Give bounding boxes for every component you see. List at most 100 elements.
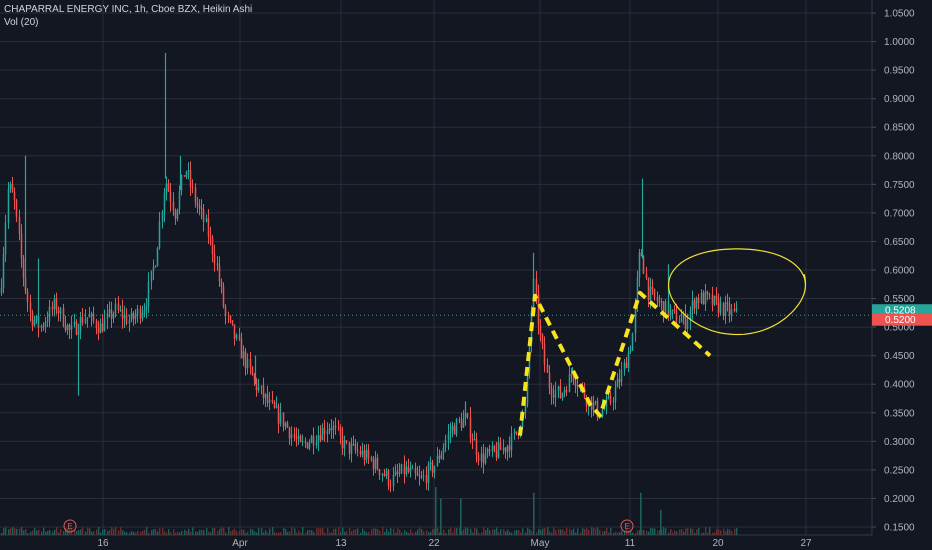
candle-body bbox=[711, 294, 714, 305]
volume-bar bbox=[463, 529, 465, 535]
candle-body bbox=[207, 218, 210, 237]
candle-body bbox=[700, 292, 703, 303]
candle-body bbox=[541, 334, 544, 345]
volume-bar bbox=[654, 528, 656, 535]
candle-body bbox=[557, 386, 560, 391]
volume-bar bbox=[503, 529, 505, 535]
earnings-event-label[interactable]: E bbox=[624, 522, 629, 531]
candle-body bbox=[618, 378, 621, 383]
candle-body bbox=[343, 440, 346, 449]
volume-bar bbox=[38, 529, 40, 535]
candle-body bbox=[251, 367, 254, 376]
volume-bar bbox=[228, 527, 230, 535]
y-tick-label: 0.1500 bbox=[884, 523, 915, 534]
candle-body bbox=[293, 434, 296, 438]
candle-body bbox=[18, 216, 21, 234]
volume-spike bbox=[440, 498, 442, 535]
volume-bar bbox=[547, 527, 549, 535]
volume-bar bbox=[199, 529, 201, 535]
candle-body bbox=[44, 322, 47, 327]
candle-body bbox=[20, 233, 23, 259]
candle-body bbox=[568, 374, 571, 392]
volume-bar bbox=[551, 532, 553, 535]
candle-body bbox=[370, 457, 373, 460]
candle-body bbox=[134, 315, 137, 319]
volume-bar bbox=[230, 530, 232, 535]
volume-bar bbox=[102, 529, 104, 535]
candle-body bbox=[22, 258, 25, 278]
candle-body bbox=[143, 309, 146, 314]
candle-body bbox=[535, 278, 538, 295]
candle-body bbox=[321, 427, 324, 441]
candle-body bbox=[99, 323, 102, 334]
volume-bar bbox=[239, 530, 241, 535]
volume-bar bbox=[137, 530, 139, 535]
candle-body bbox=[156, 247, 159, 267]
volume-bar bbox=[566, 527, 568, 535]
candle-body bbox=[299, 436, 302, 442]
x-tick-label: 11 bbox=[625, 538, 636, 549]
candle-body bbox=[436, 455, 439, 467]
volume-bar bbox=[683, 531, 685, 535]
volume-bar bbox=[166, 532, 168, 535]
candle-body bbox=[145, 306, 148, 310]
price-tag-label: 0.5208 bbox=[885, 306, 916, 317]
candle-body bbox=[330, 428, 333, 430]
volume-bar bbox=[454, 528, 456, 535]
volume-bar bbox=[593, 527, 595, 535]
volume-bar bbox=[98, 527, 100, 535]
volume-bar bbox=[481, 532, 483, 535]
candle-body bbox=[323, 427, 326, 435]
candle-body bbox=[596, 401, 599, 418]
x-tick-label: 13 bbox=[335, 538, 347, 549]
candle-body bbox=[458, 419, 461, 421]
volume-bar bbox=[234, 528, 236, 535]
y-tick-label: 0.7000 bbox=[884, 208, 915, 219]
volume-bar bbox=[573, 528, 575, 535]
volume-indicator-label[interactable]: Vol (20) bbox=[4, 17, 39, 28]
candle-body bbox=[359, 451, 362, 455]
volume-bar bbox=[602, 531, 604, 535]
volume-bar bbox=[32, 530, 34, 535]
candle-body bbox=[427, 464, 430, 484]
candle-body bbox=[90, 313, 93, 317]
volume-bar bbox=[91, 531, 93, 535]
candle-body bbox=[64, 325, 67, 331]
candle-body bbox=[119, 309, 122, 311]
candle-body bbox=[106, 313, 109, 319]
candle-body bbox=[315, 442, 318, 446]
volume-bar bbox=[267, 532, 269, 535]
candle-body bbox=[141, 313, 144, 319]
volume-bar bbox=[575, 532, 577, 535]
candle-body bbox=[55, 298, 58, 311]
volume-bar bbox=[630, 530, 632, 535]
candle-body bbox=[211, 237, 214, 255]
earnings-event-icon[interactable] bbox=[620, 519, 634, 533]
candle-body bbox=[328, 428, 331, 432]
volume-bar bbox=[78, 529, 80, 535]
volume-bar bbox=[577, 528, 579, 535]
candle-body bbox=[451, 425, 454, 432]
candle-body bbox=[612, 401, 615, 403]
candle-body bbox=[152, 266, 155, 271]
earnings-event-icon[interactable] bbox=[63, 519, 77, 533]
volume-bar bbox=[522, 528, 524, 535]
volume-bar bbox=[10, 528, 12, 535]
volume-bar bbox=[232, 530, 234, 535]
candle-body bbox=[266, 394, 269, 403]
candle-body bbox=[684, 313, 687, 329]
candle-body bbox=[231, 320, 234, 325]
candle-body bbox=[491, 445, 494, 452]
candle-body bbox=[216, 263, 219, 266]
volume-bar bbox=[599, 529, 601, 535]
candle-body bbox=[394, 471, 397, 475]
volume-bar bbox=[366, 532, 368, 535]
volume-bar bbox=[701, 532, 703, 535]
volume-bar bbox=[47, 530, 49, 535]
volume-bar bbox=[82, 527, 84, 535]
earnings-event-label[interactable]: E bbox=[67, 522, 72, 531]
volume-bar bbox=[443, 529, 445, 535]
candle-body bbox=[416, 473, 419, 476]
candle-body bbox=[484, 454, 487, 464]
